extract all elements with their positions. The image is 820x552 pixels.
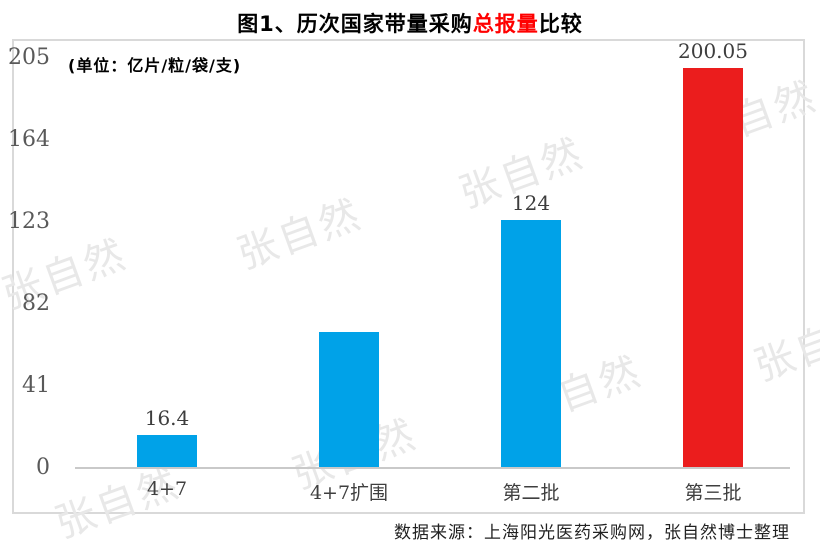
chart-title: 图1、历次国家带量采购总报量比较: [0, 8, 820, 38]
x-axis-label: 第三批: [684, 482, 742, 504]
bar-第三批: [683, 67, 743, 468]
plot-area: [12, 39, 805, 514]
y-tick-label: 41: [22, 373, 50, 398]
x-axis-label: 第二批: [502, 482, 560, 504]
y-tick-label: 82: [22, 291, 50, 316]
bar-第二批: [501, 220, 561, 468]
bar-value-label: 200.05: [678, 38, 748, 63]
bar-value-label: 124: [511, 191, 551, 215]
x-axis-line: [75, 467, 790, 469]
x-axis-label: 4+7扩围: [309, 482, 389, 504]
y-tick-label: 123: [8, 209, 50, 234]
y-tick-label: 205: [8, 45, 50, 70]
x-axis-label: 4+7: [146, 478, 188, 500]
bar-value-label: 16.4: [144, 406, 190, 431]
chart-title-prefix: 图1、历次国家带量采购: [237, 12, 473, 36]
unit-label: (单位：亿片/粒/袋/支): [68, 56, 242, 75]
chart-title-suffix: 比较: [538, 12, 583, 36]
bar-4+7扩围: [319, 332, 379, 468]
source-note: 数据来源：上海阳光医药采购网，张自然博士整理: [394, 523, 790, 543]
y-tick-label: 0: [36, 455, 50, 480]
bar-4+7: [137, 435, 197, 468]
y-tick-label: 164: [8, 127, 50, 152]
chart-title-highlight: 总报量: [472, 12, 539, 36]
